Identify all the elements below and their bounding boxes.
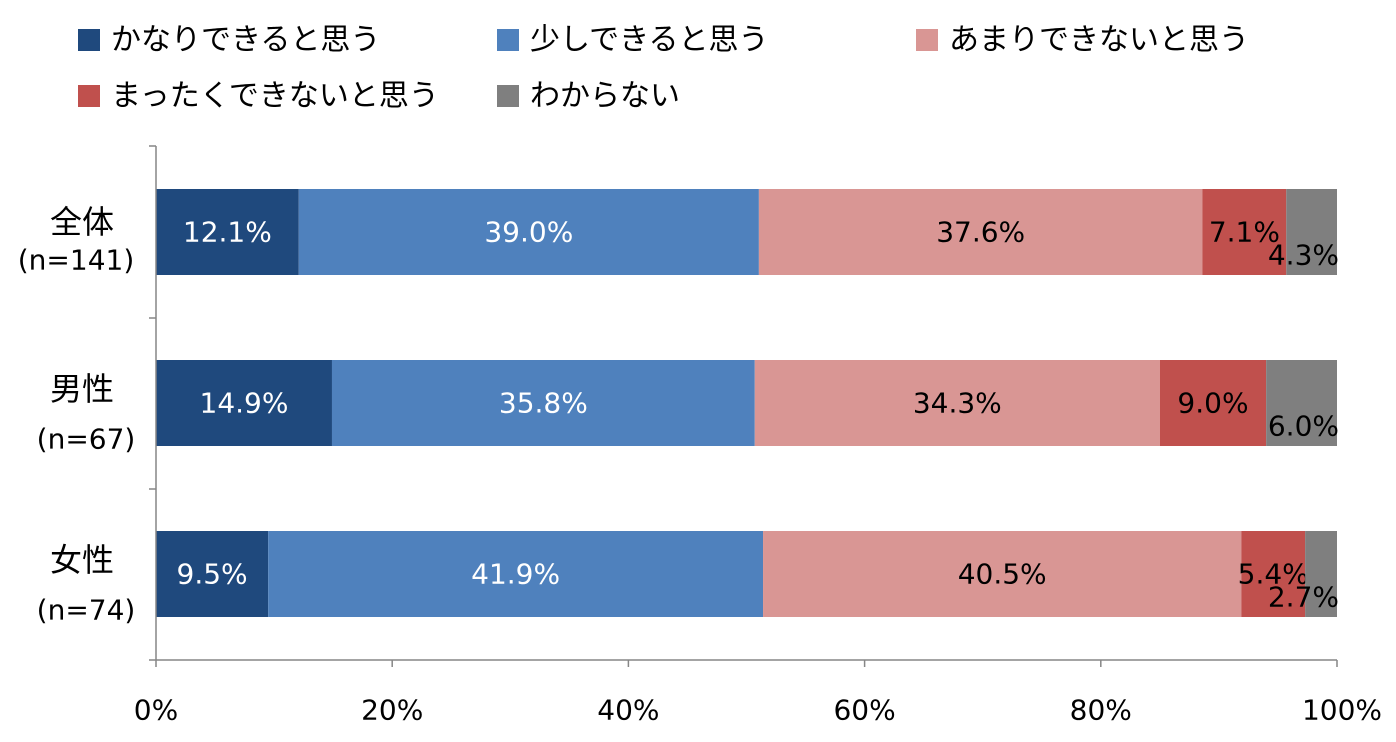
data-label: 4.3% — [1268, 239, 1339, 272]
legend-swatch — [78, 29, 100, 51]
bar-segment — [331, 360, 755, 446]
data-label: 9.0% — [1177, 387, 1248, 420]
bar-row: 男性 (n=67) 14.9% 35.8% 34.3% 9.0% 6.0% — [37, 360, 1339, 456]
x-tick-label: 20% — [361, 694, 423, 727]
legend-swatch — [497, 29, 519, 51]
bar-row: 全体(n=141) 12.1% 39.0% 37.6% 7.1%4.3% — [18, 189, 1339, 277]
legend-label: 少しできると思う — [530, 23, 769, 58]
category-n-label: (n=74) — [37, 594, 136, 627]
bar-segment — [1305, 531, 1337, 617]
bar-segment — [1266, 360, 1337, 446]
bar-segment — [1241, 531, 1306, 617]
x-tick-label: 80% — [1070, 694, 1132, 727]
data-label: 6.0% — [1268, 410, 1339, 443]
bar-segment — [1202, 189, 1287, 275]
bar-segment — [298, 189, 759, 275]
bar-segment — [1286, 189, 1337, 275]
data-label: 14.9% — [200, 387, 289, 420]
legend-label: あまりできないと思う — [949, 23, 1249, 58]
bar-row: 女性 (n=74) 9.5% 41.9% 40.5% 5.4%2.7% — [37, 531, 1339, 627]
category-n-label: (n=67) — [37, 423, 136, 456]
bar-segment — [156, 189, 299, 275]
legend-swatch — [78, 85, 100, 107]
axes: 0% 20% 40% 60% 80% 100% — [134, 145, 1382, 727]
legend-label: かなりできると思う — [111, 23, 380, 58]
x-tick-label: 100% — [1302, 694, 1382, 727]
legend-label: まったくできないと思う — [111, 79, 439, 114]
plot-area: 全体(n=141) 12.1% 39.0% 37.6% 7.1%4.3% 男性 (n=67)… — [18, 189, 1339, 627]
data-label: 12.1% — [183, 216, 272, 249]
legend-swatch — [497, 85, 519, 107]
bar-segment — [754, 360, 1160, 446]
legend-item: 少しできると思う — [497, 23, 769, 58]
category-n-label: (n=141) — [18, 244, 135, 277]
data-label: 37.6% — [936, 216, 1025, 249]
data-label: 34.3% — [913, 387, 1002, 420]
data-label: 40.5% — [958, 558, 1047, 591]
bar-segment — [1159, 360, 1267, 446]
category-label: 全体 — [50, 203, 114, 241]
data-label: 41.9% — [471, 558, 560, 591]
legend-swatch — [916, 29, 938, 51]
x-tick-label: 60% — [833, 694, 895, 727]
legend-item: まったくできないと思う — [78, 79, 439, 114]
bar-segment — [758, 189, 1203, 275]
legend-item: あまりできないと思う — [916, 23, 1249, 58]
data-label: 7.1% — [1209, 216, 1280, 249]
data-label: 5.4% — [1238, 558, 1309, 591]
x-tick-label: 0% — [134, 694, 178, 727]
category-label: 男性 — [50, 370, 114, 408]
bar-segment — [156, 531, 269, 617]
legend-item: かなりできると思う — [78, 23, 380, 58]
legend-label: わからない — [530, 79, 680, 114]
bar-segment — [156, 360, 332, 446]
data-label: 35.8% — [499, 387, 588, 420]
data-label: 39.0% — [484, 216, 573, 249]
bar-segment — [268, 531, 764, 617]
x-tick-label: 40% — [597, 694, 659, 727]
bar-segment — [763, 531, 1242, 617]
legend-item: わからない — [497, 79, 680, 114]
data-label: 9.5% — [177, 558, 248, 591]
data-label: 2.7% — [1268, 581, 1339, 614]
category-label: 女性 — [50, 541, 114, 579]
